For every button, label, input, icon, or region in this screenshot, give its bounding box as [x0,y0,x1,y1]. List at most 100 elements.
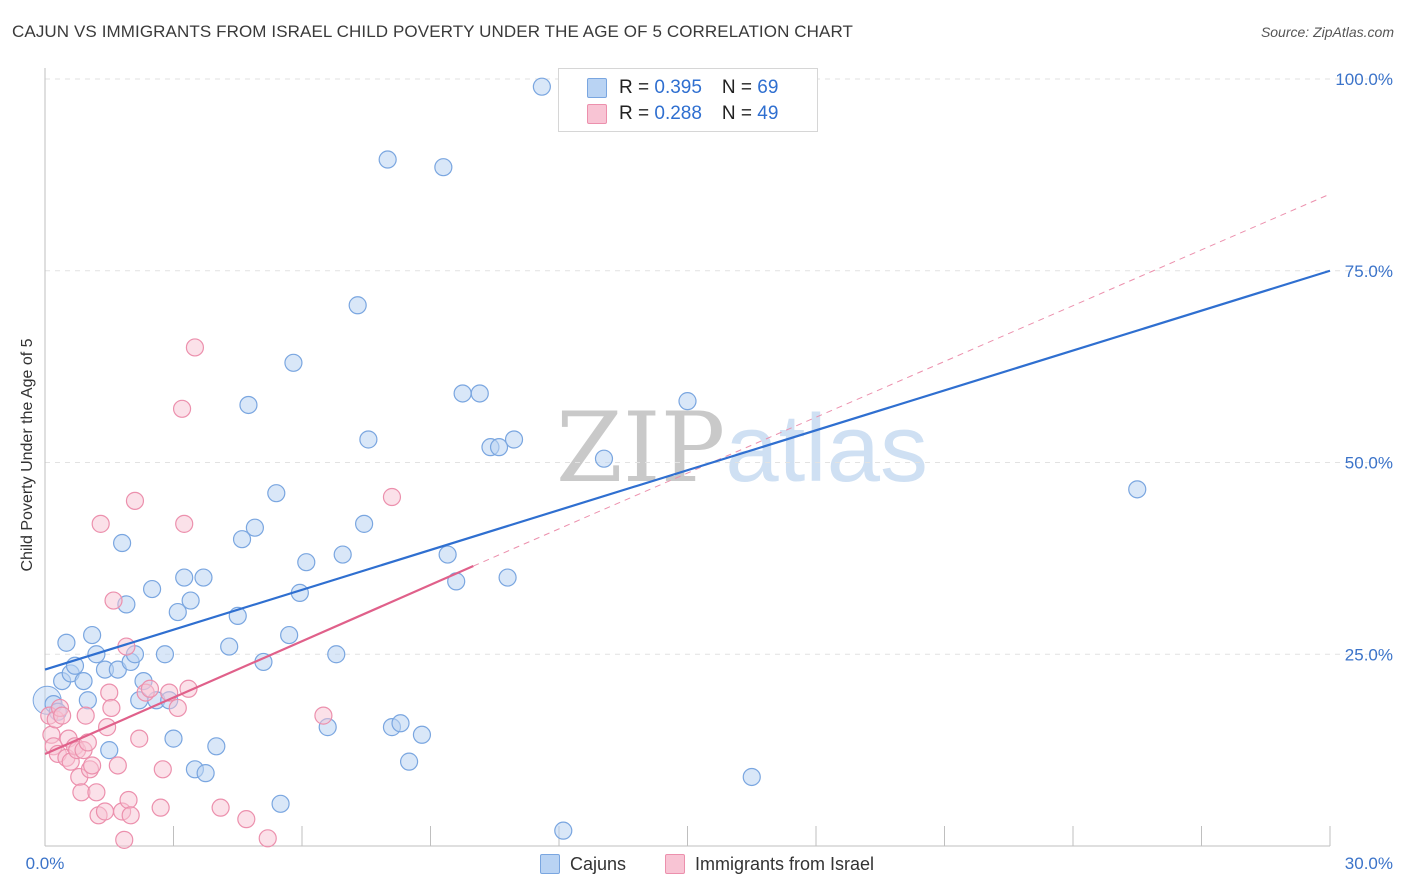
israel-point [151,798,170,817]
israel-point [87,783,106,802]
israel-point [104,591,123,610]
cajun-point [164,729,183,748]
legend-row-cajun: R = 0.395 N = 69 [619,76,778,100]
cajun-point [438,545,457,564]
cajun-point [327,645,346,664]
israel-point [258,829,277,848]
israel-point [382,487,402,507]
israel-label: Immigrants from Israel [695,853,875,874]
israel-point [172,399,192,418]
cajun-point [532,77,551,96]
cajun-point [554,821,573,840]
israel-point [140,679,160,698]
cajun-point [378,150,397,169]
cajun-point [207,737,226,756]
legend-r-value: 0.288 [654,103,702,124]
cajun-point [678,392,697,411]
cajun-point [175,568,194,587]
cajun-point [453,384,472,403]
israel-point [119,790,138,810]
cajun-point [74,671,93,691]
cajun-point [297,553,316,572]
legend-n-value: 69 [757,77,779,98]
cajuns-swatch [540,854,560,874]
y-tick-label: 25.0% [1345,645,1393,664]
cajun-point [267,484,286,503]
cajun-point [489,438,509,457]
cajun-point [271,794,290,813]
israel-points [40,338,402,849]
legend-swatch-israel [587,104,607,124]
cajuns-label: Cajuns [570,853,627,874]
cajun-point [232,530,252,549]
cajun-point [284,353,303,372]
israel-point [237,810,256,829]
israel-trendline [44,565,474,755]
legend-n-label: N = [721,103,758,124]
israel-point [108,756,127,775]
israel-trendline-extension [473,193,1331,567]
israel-point [78,733,97,752]
legend-row-israel: R = 0.288 N = 49 [619,102,778,126]
x-tick-label: 30.0% [1345,854,1393,873]
israel-point [83,756,102,775]
series-legend-cajuns: Cajuns [540,851,626,877]
series-legend-israel: Immigrants from Israel [665,851,874,877]
cajun-point [359,430,378,449]
cajun-point [57,633,76,652]
israel-point [211,798,230,817]
israel-point [130,729,149,748]
israel-point [115,830,134,849]
cajun-point [333,545,352,564]
cajun-point [504,430,524,449]
israel-point [314,706,333,725]
cajun-point [594,449,614,468]
israel-swatch [665,854,685,874]
legend-r-label: R = [619,77,655,98]
cajun-point [83,625,102,645]
cajun-point [112,533,132,553]
cajun-point [168,602,187,622]
axes [44,68,1331,847]
correlation-legend: R = 0.395 N = 69 R = 0.288 N = 49 [558,68,818,132]
trendlines [44,193,1331,755]
cajun-point [280,625,299,645]
cajun-point [1128,480,1147,499]
cajun-point [412,725,432,744]
source-label: Source: ZipAtlas.com [1260,24,1394,40]
israel-point [168,698,187,718]
cajun-point [470,384,489,403]
cajun-point [391,714,410,733]
israel-point [53,706,72,725]
israel-point [125,491,145,510]
israel-point [185,338,205,357]
israel-point [153,760,172,779]
cajun-point [245,518,264,537]
cajun-points [32,77,1147,840]
israel-point [95,802,115,821]
y-tick-label: 100.0% [1335,70,1393,89]
gridlines [45,78,1390,655]
x-tick-label: 0.0% [26,854,65,873]
cajun-point [239,395,258,415]
cajun-point [194,568,213,587]
legend-n-label: N = [721,77,758,98]
israel-point [91,514,110,533]
cajun-point [498,568,517,587]
cajun-point [155,645,175,664]
israel-point [102,698,121,718]
tick-labels: 25.0% 50.0% 75.0% 100.0% 0.0% 30.0% [26,70,1393,873]
y-tick-label: 50.0% [1345,454,1393,473]
legend-swatch-cajun [587,78,607,98]
israel-point [121,806,140,825]
israel-point [175,514,194,533]
chart-title: CAJUN VS IMMIGRANTS FROM ISRAEL CHILD PO… [12,22,854,41]
legend-r-label: R = [619,103,655,124]
cajun-point [355,514,374,533]
israel-point [76,706,95,725]
israel-point [100,683,119,702]
cajun-trendline [44,269,1331,671]
cajun-point [742,767,761,787]
cajun-point [434,158,453,177]
